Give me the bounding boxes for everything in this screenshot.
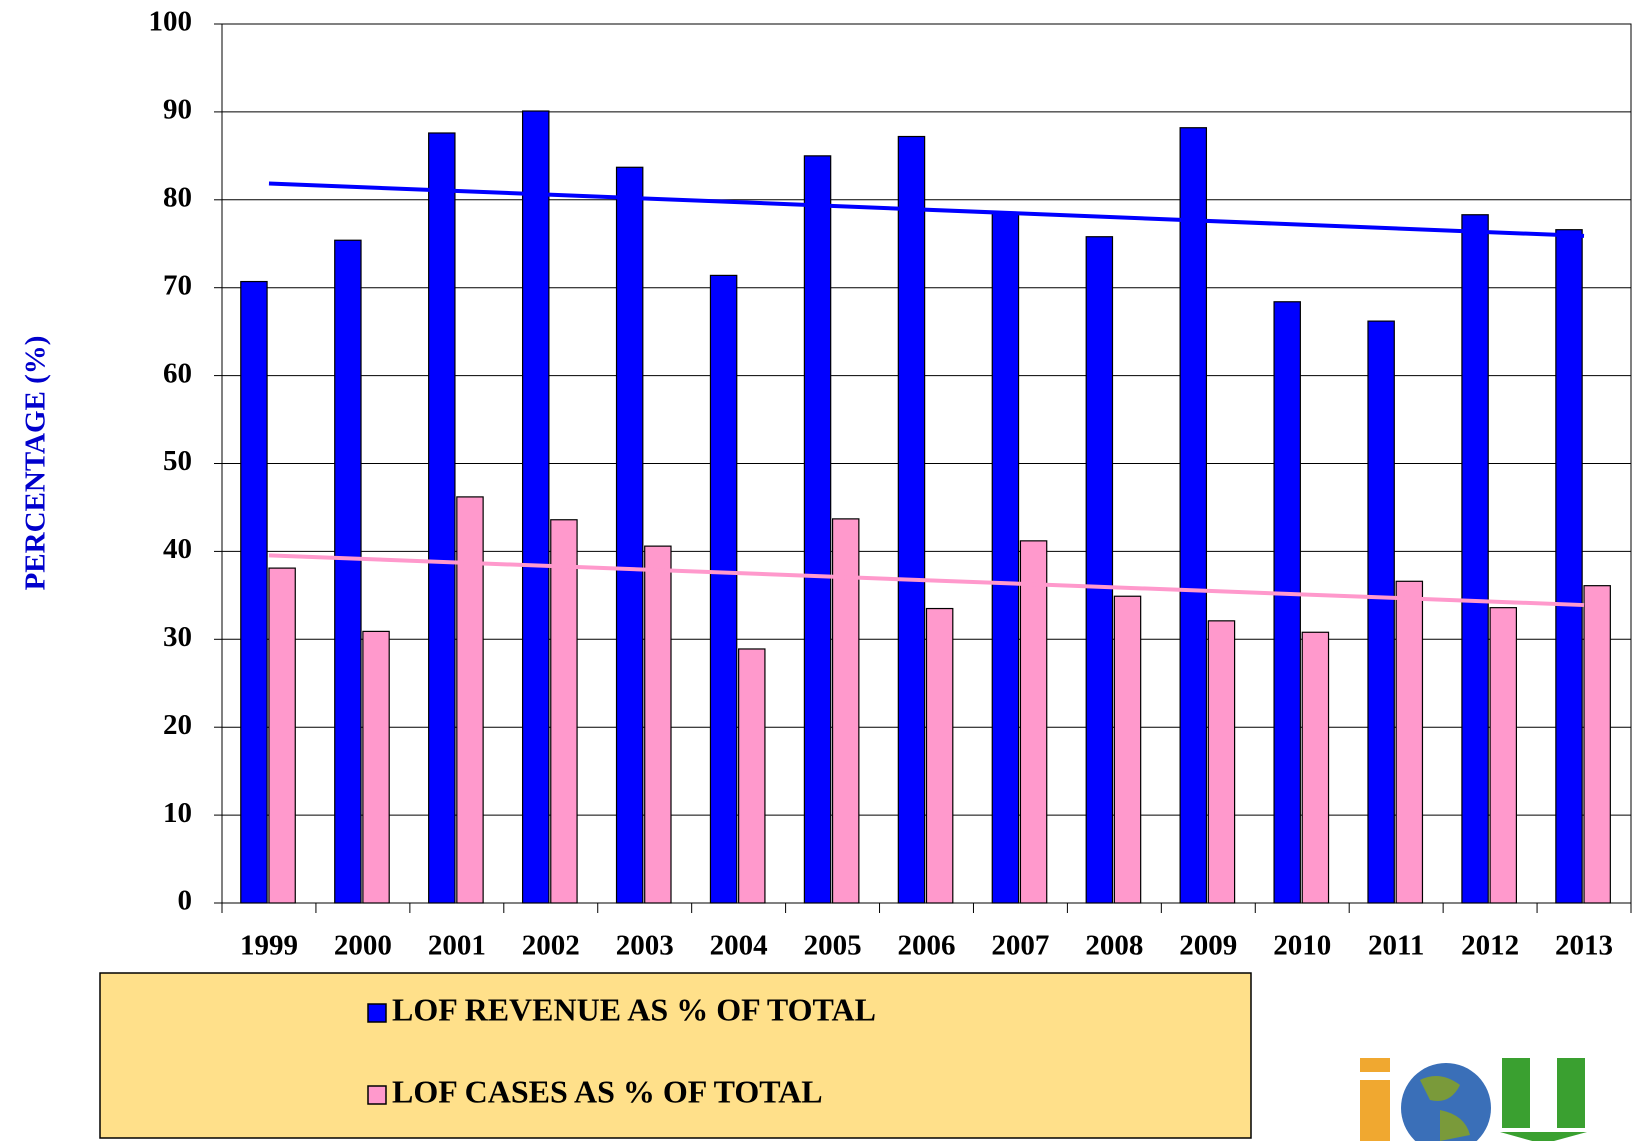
bar	[521, 110, 550, 904]
y-tick-label: 100	[149, 6, 193, 38]
x-tick-label: 2011	[1368, 930, 1424, 962]
bar	[362, 630, 390, 904]
bar	[1085, 236, 1114, 904]
bar	[644, 545, 672, 904]
logo	[1360, 1058, 1587, 1141]
y-tick-label: 50	[163, 445, 192, 477]
bar	[615, 166, 644, 904]
bar	[1273, 301, 1301, 904]
bar	[456, 496, 484, 904]
bar	[897, 135, 926, 904]
x-tick-label: 2000	[334, 930, 392, 962]
y-tick-label: 80	[163, 181, 192, 213]
bar	[550, 519, 578, 904]
x-tick-label: 2001	[428, 930, 486, 962]
y-tick-label: 70	[163, 269, 192, 301]
logo-u-base	[1500, 1132, 1587, 1141]
bar	[1207, 620, 1236, 904]
bar	[1461, 214, 1489, 904]
legend-swatch	[367, 1003, 387, 1023]
bar	[1583, 585, 1611, 904]
bar	[738, 648, 766, 904]
x-tick-label: 2013	[1555, 930, 1613, 962]
x-tick-label: 2002	[522, 930, 580, 962]
x-tick-label: 2003	[616, 930, 674, 962]
bar	[1395, 580, 1424, 904]
x-tick-label: 2005	[804, 930, 862, 962]
logo-dot	[1360, 1058, 1390, 1072]
y-tick-label: 10	[163, 797, 192, 829]
x-tick-label: 2007	[991, 930, 1049, 962]
y-tick-label: 30	[163, 621, 192, 653]
trend-line	[268, 181, 1585, 238]
x-tick-label: 1999	[240, 930, 298, 962]
legend-box	[99, 972, 1252, 1139]
y-tick-label: 20	[163, 709, 192, 741]
x-tick-label: 2006	[898, 930, 956, 962]
bar	[1179, 127, 1208, 904]
bar	[1113, 595, 1142, 904]
bar	[1555, 229, 1583, 904]
bar	[1301, 631, 1330, 904]
logo-i	[1360, 1080, 1390, 1141]
x-tick-label: 2009	[1179, 930, 1237, 962]
y-tick-label: 60	[163, 357, 192, 389]
bar	[803, 155, 832, 904]
bar	[334, 239, 362, 904]
logo-land	[1420, 1076, 1470, 1141]
bar	[1367, 320, 1395, 904]
bar	[831, 518, 860, 904]
bar	[1019, 540, 1048, 904]
x-tick-label: 2012	[1461, 930, 1519, 962]
bar	[428, 132, 456, 904]
x-tick-label: 2004	[710, 930, 768, 962]
legend-swatch	[367, 1085, 387, 1105]
y-axis-title: PERCENTAGE (%)	[20, 336, 52, 591]
y-tick-label: 40	[163, 533, 192, 565]
trend-line	[268, 553, 1585, 608]
bar	[240, 280, 268, 904]
bar	[1489, 607, 1518, 904]
legend-label: LOF REVENUE AS % OF TOTAL	[392, 991, 876, 1027]
legend-label: LOF CASES AS % OF TOTAL	[392, 1073, 823, 1109]
bar	[991, 212, 1020, 904]
x-tick-label: 2008	[1085, 930, 1143, 962]
y-tick-label: 90	[163, 94, 192, 126]
bar	[925, 607, 954, 904]
logo-u-left	[1502, 1058, 1530, 1128]
x-tick-label: 2010	[1273, 930, 1331, 962]
y-tick-label: 0	[178, 885, 193, 917]
bar	[709, 274, 738, 904]
logo-u-right	[1557, 1058, 1585, 1128]
bar	[268, 567, 296, 904]
